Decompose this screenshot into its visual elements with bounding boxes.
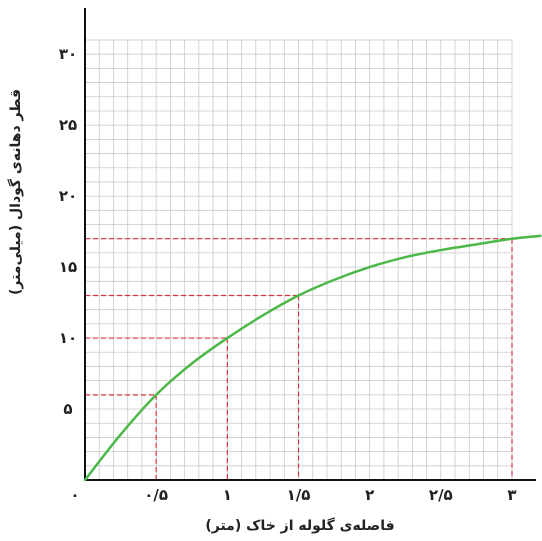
y-tick-label: ۲۰ [59, 187, 77, 205]
x-tick-label: ۰/۵ [144, 486, 168, 504]
x-tick-label: ۱ [223, 486, 232, 504]
x-tick-label: ۲/۵ [429, 486, 453, 504]
x-tick-label: ۲ [365, 486, 374, 504]
guide-lines [85, 238, 513, 480]
x-tick-labels: ۰ ۰/۵ ۱ ۱/۵ ۲ ۲/۵ ۳ [70, 486, 516, 504]
y-tick-label: ۲۵ [59, 116, 77, 134]
x-tick-label: ۰ [70, 486, 79, 504]
y-tick-label: ۵ [63, 400, 72, 418]
x-tick-label: ۳ [507, 486, 516, 504]
x-axis-label: فاصله‌ی گلوله از خاک (متر) [205, 517, 394, 534]
y-tick-labels: ۵ ۱۰ ۱۵ ۲۰ ۲۵ ۳۰ [59, 45, 77, 418]
x-tick-label: ۱/۵ [287, 486, 311, 504]
y-axis-label: قطر دهانه‌ی گودال (میلی‌متر) [7, 89, 24, 295]
series-layer [83, 234, 542, 482]
grid [84, 39, 513, 481]
series-line [83, 234, 542, 482]
y-tick-label: ۱۵ [59, 258, 77, 276]
axes [84, 8, 536, 481]
y-tick-label: ۳۰ [59, 45, 77, 63]
y-tick-label: ۱۰ [59, 329, 77, 347]
